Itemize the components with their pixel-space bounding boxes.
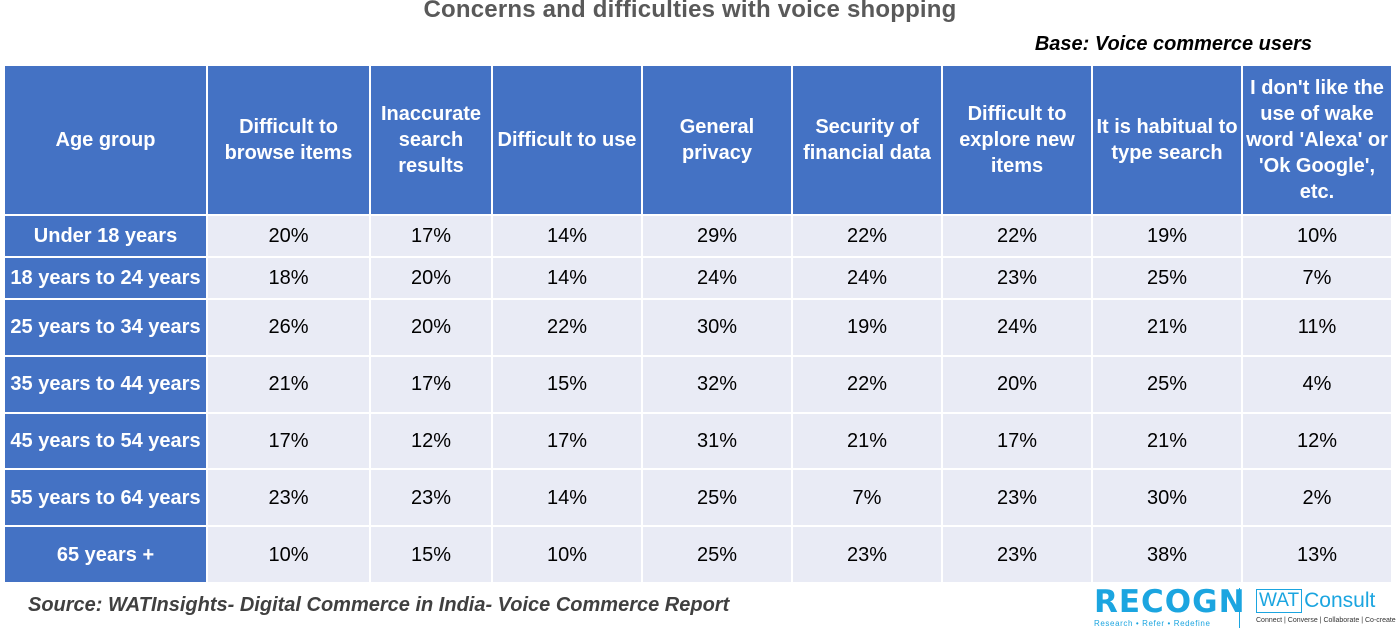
row-label: 35 years to 44 years <box>3 354 208 414</box>
table-row: 35 years to 44 years 21% 17% 15% 32% 22% 20% 25… <box>3 354 1393 414</box>
table-cell: 17% <box>206 411 371 471</box>
table-cell: 23% <box>941 525 1093 584</box>
watconsult-logo-tagline: Connect | Converse | Collaborate | Co-cr… <box>1256 617 1396 624</box>
row-label: 18 years to 24 years <box>3 256 208 300</box>
table-cell: 14% <box>491 214 643 258</box>
table-cell: 11% <box>1241 298 1393 357</box>
table-cell: 21% <box>1091 411 1243 471</box>
row-label: 25 years to 34 years <box>3 298 208 357</box>
table-cell: 14% <box>491 468 643 528</box>
column-header: Difficult to browse items <box>206 64 371 216</box>
table-cell: 31% <box>641 411 793 471</box>
table-header-row: Age group Difficult to browse items Inaccu… <box>3 64 1393 216</box>
table-cell: 21% <box>206 354 371 414</box>
data-table: Age group Difficult to browse items Inaccu… <box>3 64 1393 584</box>
table-cell: 19% <box>791 298 943 357</box>
table-cell: 23% <box>941 256 1093 300</box>
watconsult-logo-word: Consult <box>1304 589 1376 612</box>
watconsult-logo-box: WAT <box>1256 589 1303 613</box>
table-cell: 24% <box>641 256 793 300</box>
table-cell: 21% <box>1091 298 1243 357</box>
table-cell: 23% <box>206 468 371 528</box>
table-cell: 24% <box>941 298 1093 357</box>
table-cell: 20% <box>369 298 493 357</box>
table-cell: 14% <box>491 256 643 300</box>
table-cell: 30% <box>641 298 793 357</box>
table-cell: 12% <box>369 411 493 471</box>
source-note: Source: WATInsights- Digital Commerce in… <box>28 594 730 616</box>
recogn-logo: RECOGN Research • Refer • Redefine <box>1094 584 1246 632</box>
table-cell: 7% <box>1241 256 1393 300</box>
table-cell: 18% <box>206 256 371 300</box>
table-cell: 38% <box>1091 525 1243 584</box>
table-cell: 2% <box>1241 468 1393 528</box>
column-header: I don't like the use of wake word 'Alexa… <box>1241 64 1393 216</box>
row-label: Under 18 years <box>3 214 208 258</box>
table-cell: 22% <box>941 214 1093 258</box>
table-cell: 25% <box>641 468 793 528</box>
table-cell: 32% <box>641 354 793 414</box>
row-label: 45 years to 54 years <box>3 411 208 471</box>
table-cell: 17% <box>369 214 493 258</box>
table-row: 65 years +10% 15% 10% 25% 23% 23% 38% 13% <box>3 525 1393 584</box>
table-cell: 15% <box>369 525 493 584</box>
table-row: 45 years to 54 years 17% 12% 17% 31% 21% 17% 21… <box>3 411 1393 471</box>
table-cell: 23% <box>941 468 1093 528</box>
column-header: It is habitual to type search <box>1091 64 1243 216</box>
table-row: Under 18 years 20% 17% 14% 29% 22% 22% 19% 10% <box>3 214 1393 258</box>
table-cell: 20% <box>369 256 493 300</box>
table-cell: 24% <box>791 256 943 300</box>
table-cell: 19% <box>1091 214 1243 258</box>
table-body: Under 18 years 20% 17% 14% 29% 22% 22% 19% 10% 18… <box>3 214 1393 584</box>
table-cell: 4% <box>1241 354 1393 414</box>
table-cell: 10% <box>1241 214 1393 258</box>
table-cell: 17% <box>491 411 643 471</box>
table-cell: 20% <box>941 354 1093 414</box>
watconsult-logo: WAT Consult Connect | Converse | Collabo… <box>1256 588 1396 632</box>
column-header: Difficult to use <box>491 64 643 216</box>
table-cell: 13% <box>1241 525 1393 584</box>
table-cell: 25% <box>641 525 793 584</box>
table-cell: 22% <box>491 298 643 357</box>
table-row: 55 years to 64 years 23% 23% 14% 25% 7% 23% 30%… <box>3 468 1393 528</box>
table-cell: 26% <box>206 298 371 357</box>
base-note: Base: Voice commerce users <box>1034 33 1312 55</box>
row-label: 55 years to 64 years <box>3 468 208 528</box>
table-cell: 23% <box>791 525 943 584</box>
table-cell: 25% <box>1091 354 1243 414</box>
table-cell: 7% <box>791 468 943 528</box>
table-cell: 23% <box>369 468 493 528</box>
table-cell: 29% <box>641 214 793 258</box>
column-header: Inaccurate search results <box>369 64 493 216</box>
table-cell: 15% <box>491 354 643 414</box>
chart-title: Concerns and difficulties with voice sho… <box>423 0 957 23</box>
table-row: 25 years to 34 years 26% 20% 22% 30% 19% 24% 21… <box>3 298 1393 357</box>
table-cell: 17% <box>369 354 493 414</box>
table-cell: 10% <box>491 525 643 584</box>
table-cell: 25% <box>1091 256 1243 300</box>
recogn-logo-tagline: Research • Refer • Redefine <box>1094 619 1211 628</box>
table-cell: 17% <box>941 411 1093 471</box>
table-cell: 10% <box>206 525 371 584</box>
table-cell: 22% <box>791 214 943 258</box>
logo-divider <box>1239 588 1240 628</box>
table-cell: 21% <box>791 411 943 471</box>
recogn-logo-word: RECOGN <box>1094 584 1246 620</box>
table-cell: 30% <box>1091 468 1243 528</box>
table-cell: 20% <box>206 214 371 258</box>
column-header: General privacy <box>641 64 793 216</box>
row-label: 65 years + <box>3 525 208 584</box>
column-header: Security of financial data <box>791 64 943 216</box>
table-cell: 22% <box>791 354 943 414</box>
table-row: 18 years to 24 years 18% 20% 14% 24% 24% 23% 25… <box>3 256 1393 300</box>
column-header-age-group: Age group <box>3 64 208 216</box>
table-cell: 12% <box>1241 411 1393 471</box>
column-header: Difficult to explore new items <box>941 64 1093 216</box>
